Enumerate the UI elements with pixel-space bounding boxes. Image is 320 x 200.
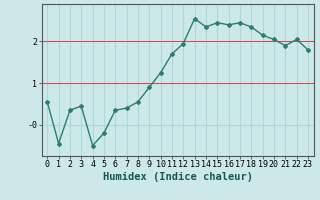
- X-axis label: Humidex (Indice chaleur): Humidex (Indice chaleur): [103, 172, 252, 182]
